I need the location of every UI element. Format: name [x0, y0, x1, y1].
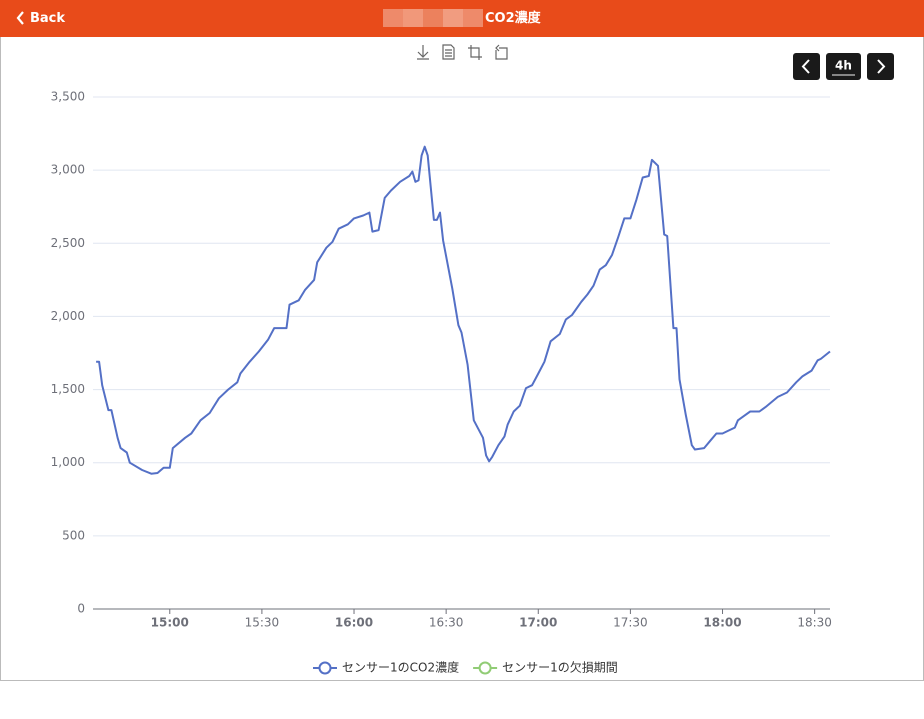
y-tick-label: 3,500	[51, 90, 85, 104]
x-tick-label: 17:30	[613, 616, 648, 630]
next-button[interactable]	[867, 53, 894, 80]
blur	[463, 9, 483, 27]
blur	[443, 9, 463, 27]
x-tick-label: 18:30	[797, 616, 832, 630]
button-bg	[793, 53, 820, 80]
blur	[383, 9, 403, 27]
range-button[interactable]: 4h	[826, 53, 861, 80]
data-view-icon[interactable]	[442, 44, 455, 60]
y-tick-label: 3,000	[51, 163, 85, 177]
legend-marker	[318, 661, 332, 675]
legend-label: センサー1の欠損期間	[502, 660, 618, 675]
x-tick-label: 18:00	[703, 616, 741, 630]
legend-marker	[478, 661, 492, 675]
button-bg	[826, 53, 861, 80]
x-tick-label: 16:00	[335, 616, 373, 630]
blur	[403, 9, 423, 27]
back-label: Back	[30, 11, 65, 26]
x-tick-label: 17:00	[519, 616, 557, 630]
prev-button[interactable]	[793, 53, 820, 80]
save-icon[interactable]	[417, 45, 429, 60]
data-line	[96, 145, 831, 475]
y-tick-label: 2,500	[51, 236, 85, 250]
y-tick-label: 1,500	[51, 382, 85, 396]
range-label: 4h	[835, 59, 852, 73]
y-tick-label: 0	[77, 602, 85, 616]
blur	[423, 9, 443, 27]
prev-icon	[801, 59, 810, 74]
toolbox	[417, 44, 508, 60]
zoom-icon[interactable]	[468, 45, 482, 60]
button-bg	[867, 53, 894, 80]
back-button[interactable]: Back	[16, 11, 65, 26]
restore-icon[interactable]	[495, 44, 508, 60]
y-tick-label: 2,000	[51, 309, 85, 323]
legend-label: センサー1のCO2濃度	[342, 660, 459, 675]
back-icon	[16, 11, 24, 25]
blurred-name	[383, 9, 483, 27]
next-icon	[877, 59, 886, 74]
y-tick-label: 500	[62, 528, 85, 542]
x-tick-label: 15:00	[151, 616, 189, 630]
x-tick-label: 15:30	[245, 616, 280, 630]
page-title: CO2濃度	[485, 10, 542, 26]
x-tick-label: 16:30	[429, 616, 464, 630]
y-tick-label: 1,000	[51, 455, 85, 469]
